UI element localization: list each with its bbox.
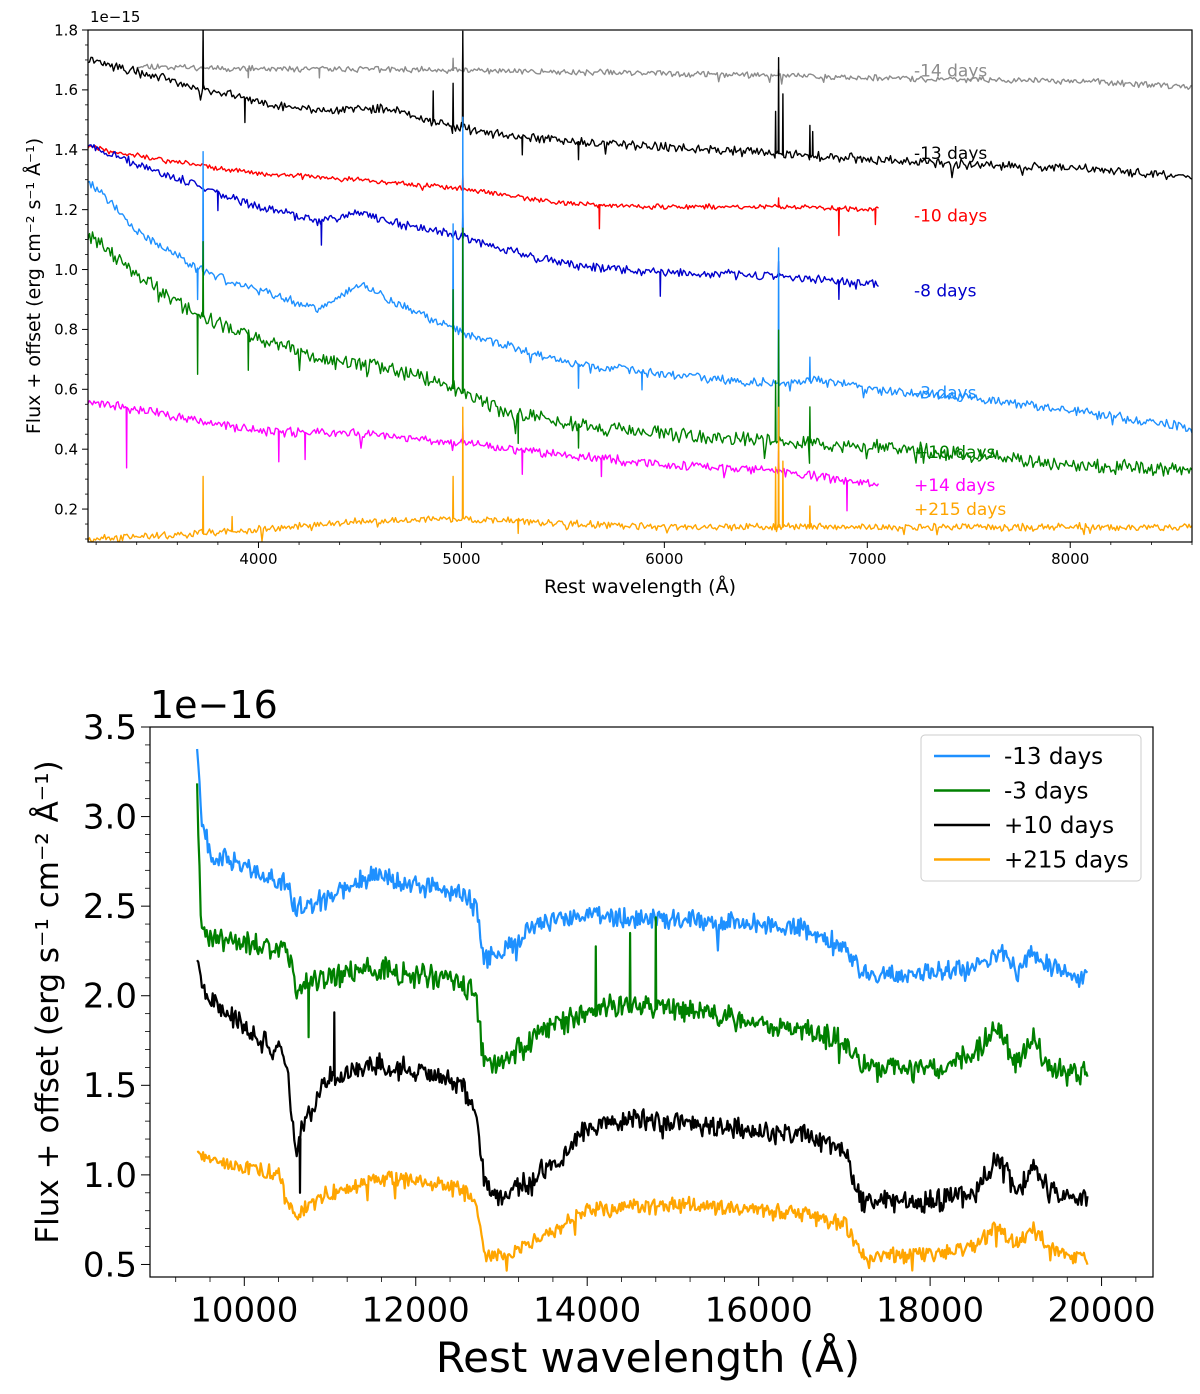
optical-series-line-6 xyxy=(88,400,880,512)
nir-y-tick-label: 1.5 xyxy=(83,1066,137,1106)
optical-series-line-2 xyxy=(88,145,879,237)
optical-plot-frame xyxy=(87,29,1193,543)
nir-x-tick-label: 10000 xyxy=(190,1291,298,1331)
nir-series-line-3 xyxy=(196,1150,1089,1272)
optical-y-tick-label: 1.0 xyxy=(54,261,78,279)
nir-scale-label: 1e−16 xyxy=(150,683,278,727)
nir-x-tick-label: 20000 xyxy=(1047,1291,1155,1331)
optical-scale-label: 1e−15 xyxy=(90,8,140,26)
optical-series-label-3: -8 days xyxy=(914,281,977,301)
optical-series-group xyxy=(88,30,1192,542)
nir-x-tick-label: 18000 xyxy=(876,1291,984,1331)
nir-y-axis-label: Flux + offset (erg s⁻¹ cm⁻² Å⁻¹) xyxy=(30,760,66,1243)
optical-y-tick-label: 1.6 xyxy=(54,81,78,99)
optical-series-label-0: -14 days xyxy=(914,61,987,81)
optical-x-tick-label: 4000 xyxy=(239,550,277,568)
optical-series-label-4: -3 days xyxy=(914,383,977,403)
optical-series-label-1: -13 days xyxy=(914,144,987,164)
nir-y-tick-label: 1.0 xyxy=(83,1156,137,1196)
optical-spectra-panel: -14 days -13 days -10 days -8 days -3 days +1… xyxy=(22,8,1193,598)
legend-label-1: -3 days xyxy=(1004,779,1089,805)
optical-series-line-1 xyxy=(88,30,1192,181)
optical-y-tick-label: 1.4 xyxy=(54,141,78,159)
optical-series-line-3 xyxy=(88,144,879,300)
optical-x-tick-label: 5000 xyxy=(442,550,480,568)
legend-label-0: -13 days xyxy=(1004,744,1103,770)
optical-y-tick-label: 1.2 xyxy=(54,201,78,219)
optical-axis-ticks: 4000 5000 6000 7000 8000 0.2 0.4 0.6 0.8 1.0 1.2 1.… xyxy=(54,21,1193,568)
nir-x-tick-label: 12000 xyxy=(362,1291,470,1331)
optical-x-tick-label: 8000 xyxy=(1051,550,1089,568)
nir-y-tick-label: 0.5 xyxy=(83,1245,137,1285)
optical-series-label-5: +10 days xyxy=(914,443,996,463)
optical-y-tick-label: 0.4 xyxy=(54,440,78,458)
optical-series-line-5 xyxy=(88,227,1192,477)
nir-x-tick-label: 16000 xyxy=(705,1291,813,1331)
nir-legend: -13 days -3 days +10 days +215 days xyxy=(920,734,1142,882)
nir-series-line-1 xyxy=(196,783,1089,1087)
nir-x-axis-label: Rest wavelength (Å) xyxy=(436,1332,860,1382)
optical-series-labels: -14 days -13 days -10 days -8 days -3 days +1… xyxy=(914,61,1006,520)
optical-y-tick-label: 0.8 xyxy=(54,321,78,339)
nir-series-line-0 xyxy=(196,748,1089,988)
optical-y-axis-label: Flux + offset (erg cm⁻² s⁻¹ Å⁻¹) xyxy=(22,138,45,434)
legend-box xyxy=(920,734,1142,882)
nir-axis-ticks: 10000 12000 14000 16000 18000 20000 0.5 1.0 1.5 2… xyxy=(83,708,1156,1331)
legend-label-3: +215 days xyxy=(1004,848,1129,874)
nir-series-group xyxy=(196,748,1089,1272)
nir-y-tick-label: 3.5 xyxy=(83,708,137,748)
nir-y-tick-label: 2.0 xyxy=(83,977,137,1017)
optical-series-line-0 xyxy=(136,39,1192,90)
optical-y-tick-label: 1.8 xyxy=(54,21,78,39)
optical-series-label-2: -10 days xyxy=(914,207,987,227)
optical-x-tick-label: 7000 xyxy=(848,550,886,568)
nir-y-tick-label: 2.5 xyxy=(83,887,137,927)
legend-label-2: +10 days xyxy=(1004,813,1114,839)
nir-y-tick-label: 3.0 xyxy=(83,797,137,837)
nir-spectra-panel: 10000 12000 14000 16000 18000 20000 0.5 1.0 1.5 2… xyxy=(30,683,1156,1382)
optical-series-line-4 xyxy=(88,116,1192,434)
optical-x-axis-label: Rest wavelength (Å) xyxy=(544,575,736,598)
optical-series-label-6: +14 days xyxy=(914,476,996,496)
optical-series-line-7 xyxy=(88,406,1192,542)
nir-series-line-2 xyxy=(196,959,1089,1214)
optical-y-tick-label: 0.6 xyxy=(54,381,78,399)
nir-plot-frame xyxy=(149,726,1154,1278)
optical-x-tick-label: 6000 xyxy=(645,550,683,568)
optical-y-tick-label: 0.2 xyxy=(54,500,78,518)
optical-series-label-7: +215 days xyxy=(914,500,1006,520)
nir-x-tick-label: 14000 xyxy=(533,1291,641,1331)
